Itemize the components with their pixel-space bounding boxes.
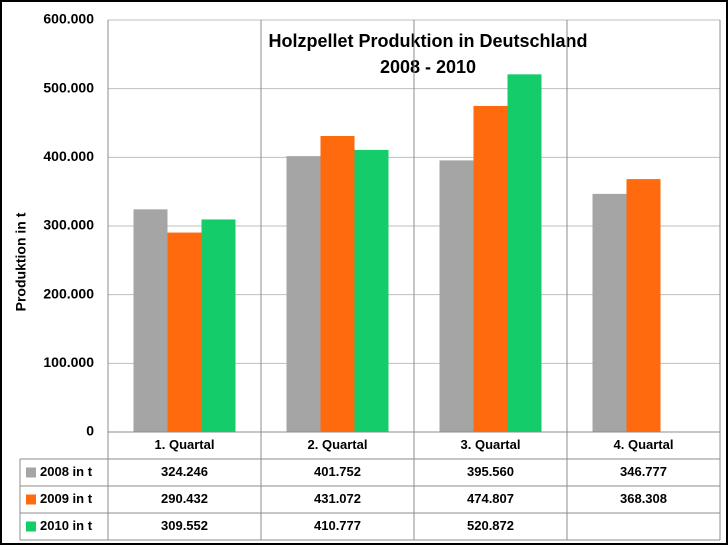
bar [133,209,168,432]
legend-swatch [26,494,36,505]
bar [626,179,661,432]
table-value: 410.777 [314,518,361,533]
bar [473,105,508,433]
y-tick-label: 0 [86,423,94,439]
bar [320,135,355,432]
bar [167,232,202,432]
bar [439,160,474,432]
y-axis-label: Produktion in t [13,212,29,311]
bar [592,193,627,432]
table-value: 290.432 [161,491,208,506]
x-tick-label: 1. Quartal [155,437,215,452]
table-value: 368.308 [620,491,667,506]
bar [354,149,389,433]
legend-label: 2008 in t [40,464,93,479]
bar [201,219,236,432]
y-tick-label: 600.000 [43,11,94,27]
bar [286,156,321,432]
table-value: 431.072 [314,491,361,506]
y-tick-label: 300.000 [43,217,94,233]
bar [507,74,542,432]
x-tick-label: 4. Quartal [614,437,674,452]
table-value: 520.872 [467,518,514,533]
x-tick-label: 3. Quartal [461,437,521,452]
chart-title: Holzpellet Produktion in Deutschland [268,31,587,51]
chart-subtitle: 2008 - 2010 [380,57,476,77]
legend-label: 2009 in t [40,491,93,506]
table-value: 309.552 [161,518,208,533]
legend-swatch [26,467,36,478]
table-value: 346.777 [620,464,667,479]
y-tick-label: 100.000 [43,354,94,370]
table-value: 401.752 [314,464,361,479]
legend-swatch [26,521,36,532]
table-value: 395.560 [467,464,514,479]
table-value: 324.246 [161,464,208,479]
table-value: 474.807 [467,491,514,506]
y-tick-label: 200.000 [43,285,94,301]
y-tick-label: 400.000 [43,148,94,164]
y-tick-label: 500.000 [43,79,94,95]
x-tick-label: 2. Quartal [308,437,368,452]
legend-label: 2010 in t [40,518,93,533]
